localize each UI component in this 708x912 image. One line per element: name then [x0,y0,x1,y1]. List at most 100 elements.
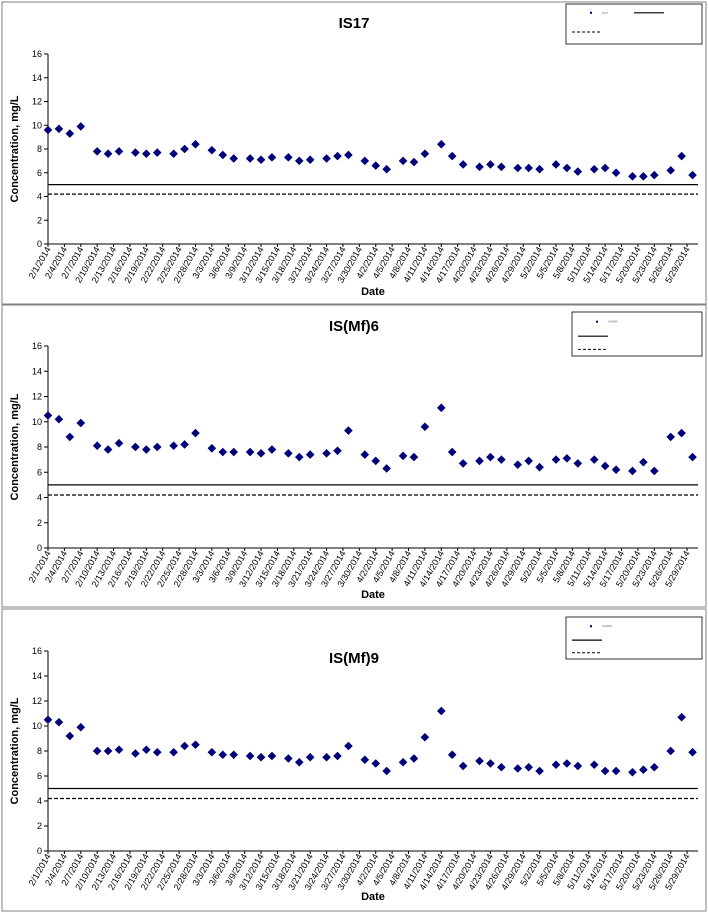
data-point [513,163,523,173]
y-tick-label: 0 [37,846,42,856]
data-point [639,172,648,181]
y-tick-label: 0 [37,239,42,249]
data-point [142,149,151,159]
data-point [475,162,484,172]
data-point [628,466,637,476]
data-point [92,746,102,756]
y-tick-label: 6 [37,467,42,477]
data-point [54,414,64,424]
data-point [284,153,293,162]
data-point [169,441,178,451]
y-tick-label: 6 [37,771,42,781]
data-point [639,457,648,467]
y-tick-label: 8 [37,746,42,756]
data-point [371,759,381,768]
data-point [322,154,331,163]
data-point [666,166,675,175]
legend-marker [596,320,598,323]
legend-series-name: IS(Mf)9 [602,624,612,628]
y-tick-label: 14 [32,366,42,376]
y-tick-label: 12 [32,696,42,706]
y-axis-label: Concentration, mg/L [9,697,21,804]
data-point [398,757,408,767]
data-point [458,761,468,771]
data-point [294,757,304,767]
data-point [43,125,53,135]
data-point [256,155,266,164]
data-point [535,164,544,174]
data-point [103,149,113,159]
data-point [191,139,200,149]
data-point [54,124,64,134]
legend-box [571,311,703,357]
data-point [562,454,572,463]
data-point [43,411,53,420]
data-point [218,750,228,760]
data-point [131,749,140,758]
data-point [142,745,151,755]
data-point [611,766,621,776]
data-point [573,459,583,468]
y-tick-label: 10 [32,721,42,731]
legend-marker [590,625,592,628]
data-point [551,760,561,770]
y-tick-label: 2 [37,215,42,225]
data-point [420,149,430,159]
data-point [284,449,293,458]
y-tick-label: 16 [32,646,42,656]
data-point [420,732,430,742]
data-point [152,747,162,757]
data-point [169,747,178,757]
y-tick-label: 6 [37,168,42,178]
data-point [305,155,315,164]
data-point [649,466,659,476]
data-point [382,164,391,174]
legend-marker [590,11,592,14]
data-point [513,764,523,773]
data-point [409,754,419,763]
y-axis-label: Concentration, mg/L [9,95,21,202]
data-point [191,428,200,438]
data-point [458,459,468,468]
data-point [207,443,217,453]
data-point [562,759,572,768]
data-point [513,460,523,469]
y-tick-label: 0 [37,543,42,553]
data-point [65,731,75,741]
data-point [447,151,457,161]
data-point [218,447,228,457]
data-point [333,446,342,456]
data-point [114,438,124,448]
data-point [497,162,506,172]
data-point [666,746,675,756]
data-point [114,147,124,156]
data-point [677,428,686,438]
data-point [207,747,217,757]
data-point [486,759,495,768]
data-point [152,148,162,157]
y-tick-label: 16 [32,341,42,351]
legend-series-name: IS17 [602,11,609,15]
data-point [267,153,277,162]
data-point [551,160,561,169]
y-tick-label: 2 [37,821,42,831]
data-point [245,447,255,457]
y-tick-label: 4 [37,493,42,503]
x-axis-label: Date [361,891,385,903]
data-point [229,750,239,760]
x-axis-label: Date [361,286,385,298]
data-point [344,426,353,435]
data-point [639,765,648,775]
data-point [322,449,331,458]
data-point [447,447,457,457]
data-point [600,163,610,173]
data-point [229,154,239,163]
data-point [666,432,675,442]
data-point [65,129,75,138]
data-point [677,712,686,722]
legend: IS(Mf)6 [571,311,703,357]
data-point [551,455,561,464]
data-point [245,154,255,163]
data-point [677,151,686,161]
data-point [475,756,484,766]
